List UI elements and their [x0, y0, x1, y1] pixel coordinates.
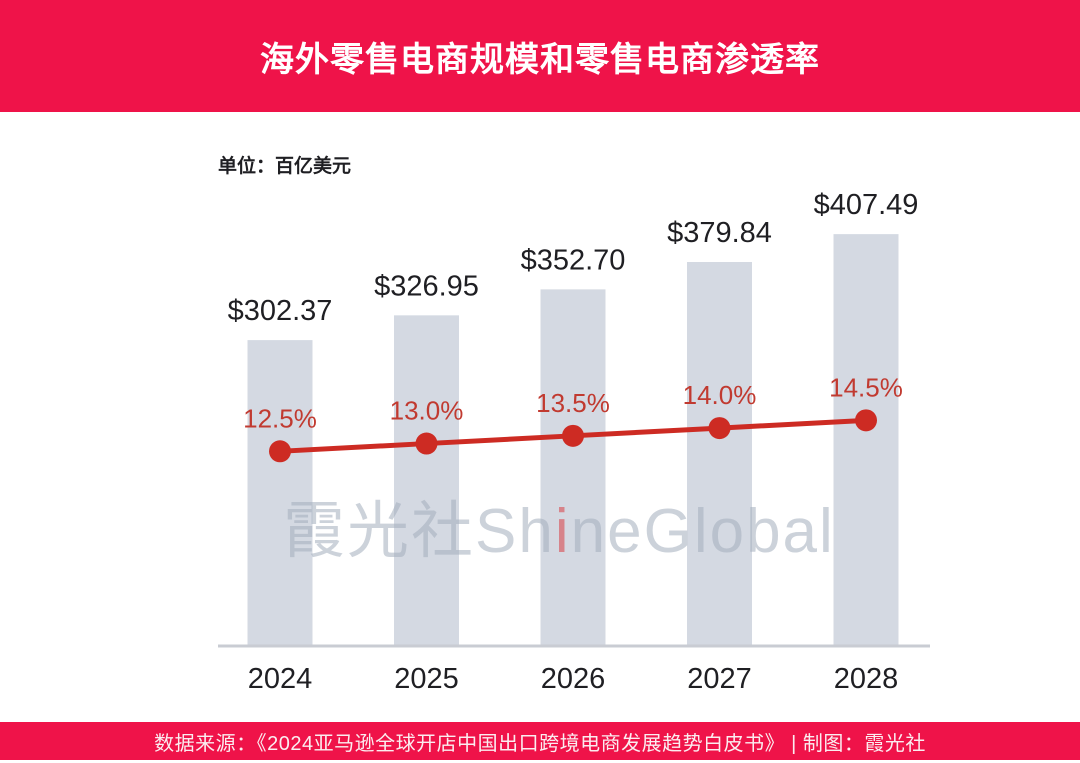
- percent-label-2027: 14.0%: [683, 380, 757, 410]
- chart-title: 海外零售电商规模和零售电商渗透率: [260, 40, 820, 79]
- value-label-2025: $326.95: [374, 270, 479, 302]
- bar-2025: [394, 315, 459, 645]
- point-2027: [708, 417, 731, 440]
- point-2025: [415, 432, 438, 455]
- percent-label-2025: 13.0%: [390, 396, 464, 426]
- bar-2027: [687, 262, 752, 645]
- source-banner: 数据来源：《2024亚马逊全球开店中国出口跨境电商发展趋势白皮书》 | 制图：霞…: [0, 722, 1080, 760]
- x-tick-2027: 2027: [687, 663, 752, 695]
- x-tick-2026: 2026: [541, 663, 606, 695]
- x-tick-2028: 2028: [834, 663, 899, 695]
- point-2028: [855, 409, 877, 432]
- percent-label-2026: 13.5%: [536, 388, 610, 418]
- value-label-2026: $352.70: [521, 244, 626, 276]
- bar-2026: [540, 289, 606, 645]
- x-tick-2025: 2025: [394, 663, 459, 695]
- bar-2028: [833, 234, 899, 645]
- value-label-2028: $407.49: [814, 189, 919, 221]
- value-label-2027: $379.84: [667, 217, 772, 249]
- point-2024: [269, 440, 291, 463]
- unit-label: 单位：百亿美元: [218, 156, 352, 177]
- title-banner: 海外零售电商规模和零售电商渗透率: [0, 0, 1080, 112]
- x-tick-2024: 2024: [248, 663, 313, 695]
- percent-label-2028: 14.5%: [829, 372, 903, 402]
- bar-2024: [247, 340, 313, 645]
- percent-label-2024: 12.5%: [243, 403, 317, 433]
- value-label-2024: $302.37: [228, 295, 333, 327]
- point-2026: [562, 424, 584, 447]
- data-source-text: 数据来源：《2024亚马逊全球开店中国出口跨境电商发展趋势白皮书》 | 制图：霞…: [154, 732, 926, 755]
